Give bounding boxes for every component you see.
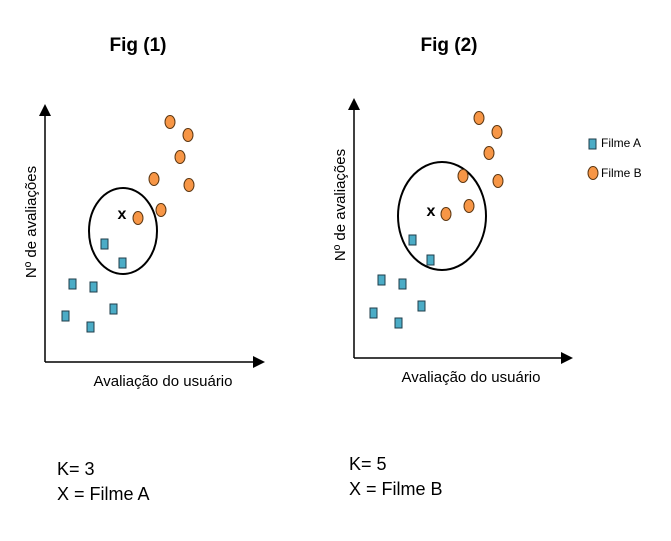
filme-b-point [492,174,504,188]
figure-2-x-axis-label: Avaliação do usuário [402,369,541,386]
legend-item-filme-b: Filme B [587,166,642,180]
legend-item-filme-a: Filme A [588,136,641,150]
filme-b-point [155,203,167,217]
figure-1-classification: X = Filme A [57,484,150,504]
filme-b-point [148,172,160,186]
filme-b-point [483,146,495,160]
figure-1-title: Fig (1) [110,35,167,56]
filme-a-point [118,257,127,269]
figure-2-classification: X = Filme B [349,479,443,499]
filme-a-point [408,234,417,246]
figure-1-y-axis-label: Nº de avaliações [23,166,40,278]
figure-2-title: Fig (2) [421,35,478,56]
filme-b-point [182,128,194,142]
filme-a-point [426,254,435,266]
filme-a-point [394,317,403,329]
filme-a-point [109,303,118,315]
figure-2-neighborhood-circle [397,161,487,271]
figure-1-x-axis-label: Avaliação do usuário [94,373,233,390]
figure-1-filme-a-points [61,238,127,333]
square-marker-icon [588,138,597,150]
filme-a-point [100,238,109,250]
filme-b-point [463,199,475,213]
filme-a-point [86,321,95,333]
figure-1-neighborhood-circle [88,187,158,275]
figure-2-k-value: K= 5 [349,454,387,474]
figure-1: Fig (1) Avaliação do usuário Nº de avali… [23,35,265,390]
legend-label-filme-b: Filme B [601,166,642,180]
filme-a-point [417,300,426,312]
filme-a-point [369,307,378,319]
figure-1-query-point: x [118,206,127,223]
filme-a-point [398,278,407,290]
filme-b-point [174,150,186,164]
filme-b-point [491,125,503,139]
filme-b-point [132,211,144,225]
figure-2-filme-a-points [369,234,435,329]
figure-2-y-axis-label: Nº de avaliações [332,149,349,261]
figure-2: Fig (2) Avaliação do usuário Nº de avali… [332,35,573,386]
filme-a-point [68,278,77,290]
filme-a-point [89,281,98,293]
figure-2-filme-b-points [440,111,504,221]
figure-2-result: K= 5 X = Filme B [349,452,443,502]
filme-b-point [440,207,452,221]
filme-a-point [377,274,386,286]
figure-2-query-point: x [427,203,436,220]
legend-label-filme-a: Filme A [601,136,641,150]
circle-marker-icon [587,166,599,180]
filme-b-point [164,115,176,129]
filme-b-point [473,111,485,125]
figure-1-result: K= 3 X = Filme A [57,457,150,507]
filme-b-point [183,178,195,192]
filme-b-point [457,169,469,183]
legend: Filme A Filme B [587,136,642,180]
filme-a-point [61,310,70,322]
figure-1-filme-b-points [132,115,195,225]
figure-1-k-value: K= 3 [57,459,95,479]
